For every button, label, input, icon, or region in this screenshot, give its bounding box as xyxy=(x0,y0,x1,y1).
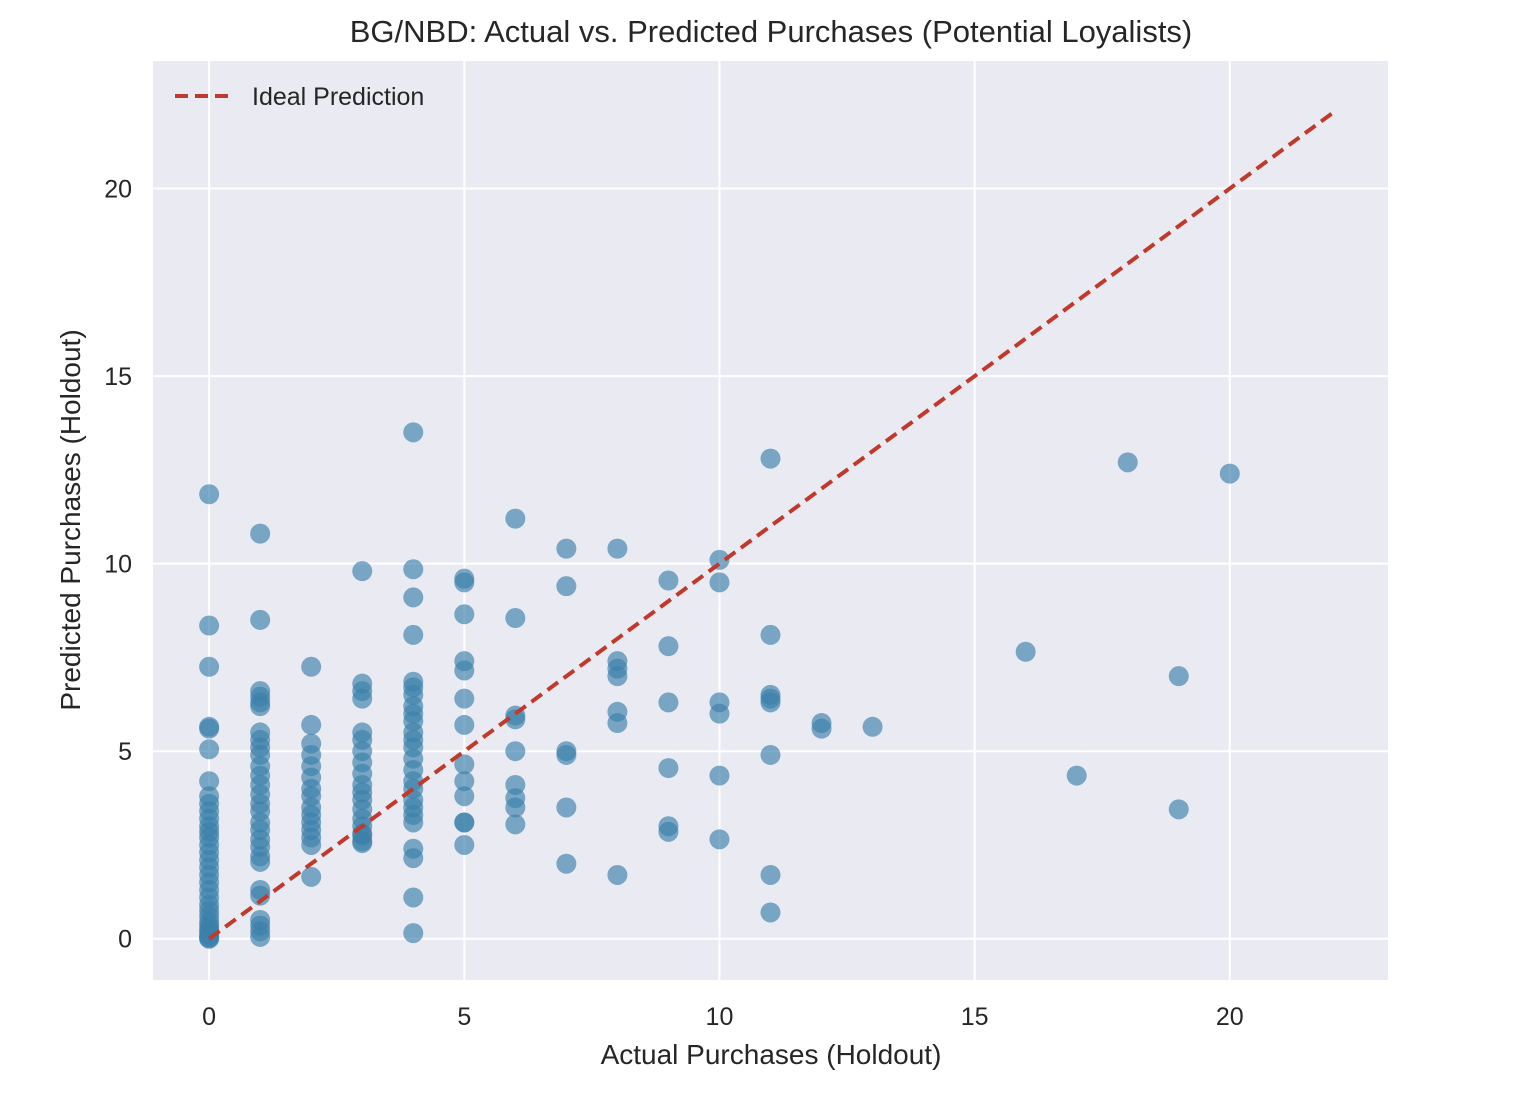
scatter-point xyxy=(454,688,475,709)
scatter-point xyxy=(607,666,628,687)
x-tick-label: 0 xyxy=(202,1003,216,1031)
scatter-point xyxy=(454,834,475,855)
y-axis-label: Predicted Purchases (Holdout) xyxy=(55,329,86,710)
scatter-point xyxy=(760,688,781,709)
scatter-point xyxy=(607,713,628,734)
y-tick-label: 15 xyxy=(104,363,132,391)
scatter-point xyxy=(607,538,628,559)
scatter-point xyxy=(454,660,475,681)
scatter-point xyxy=(250,609,271,630)
y-tick-label: 10 xyxy=(104,551,132,579)
scatter-point xyxy=(301,834,322,855)
scatter-point xyxy=(811,718,832,739)
y-tick-label: 20 xyxy=(104,176,132,204)
scatter-point xyxy=(505,814,526,835)
scatter-point xyxy=(709,703,730,724)
scatter-point xyxy=(454,714,475,735)
x-axis-label: Actual Purchases (Holdout) xyxy=(601,1039,942,1070)
y-tick-label: 0 xyxy=(118,926,132,954)
x-tick-label: 10 xyxy=(706,1003,734,1031)
y-tick-labels: 0 5 10 15 20 xyxy=(104,176,132,954)
scatter-point xyxy=(505,508,526,529)
scatter-point xyxy=(454,771,475,792)
scatter-points xyxy=(199,422,1240,949)
scatter-point xyxy=(760,624,781,645)
scatter-point xyxy=(1015,641,1036,662)
scatter-point xyxy=(454,568,475,589)
scatter-point xyxy=(556,538,577,559)
scatter-point xyxy=(658,758,679,779)
scatter-point xyxy=(505,709,526,730)
chart-title: BG/NBD: Actual vs. Predicted Purchases (… xyxy=(350,14,1193,49)
scatter-point xyxy=(454,786,475,807)
scatter-point xyxy=(403,422,424,443)
scatter-point xyxy=(199,484,220,505)
scatter-point xyxy=(658,636,679,657)
scatter-point xyxy=(403,624,424,645)
x-tick-label: 5 xyxy=(457,1003,471,1031)
scatter-point xyxy=(250,885,271,906)
scatter-point xyxy=(199,718,220,739)
scatter-point xyxy=(658,692,679,713)
scatter-point xyxy=(199,656,220,677)
scatter-point xyxy=(658,570,679,591)
ideal-prediction-line xyxy=(207,111,1334,941)
scatter-point xyxy=(250,851,271,872)
scatter-point xyxy=(1066,765,1087,786)
x-tick-labels: 0 5 10 15 20 xyxy=(202,1003,1244,1031)
scatter-point xyxy=(556,797,577,818)
scatter-point xyxy=(1117,452,1138,473)
scatter-point xyxy=(403,887,424,908)
scatter-point xyxy=(709,829,730,850)
scatter-point xyxy=(199,771,220,792)
scatter-point xyxy=(556,576,577,597)
scatter-point xyxy=(709,765,730,786)
y-tick-label: 5 xyxy=(118,738,132,766)
scatter-point xyxy=(454,604,475,625)
scatter-point xyxy=(1168,799,1189,820)
scatter-point xyxy=(199,739,220,760)
scatter-point xyxy=(250,696,271,717)
scatter-point xyxy=(505,797,526,818)
scatter-point xyxy=(352,688,373,709)
ideal-line-layer xyxy=(207,111,1334,941)
scatter-point xyxy=(556,853,577,874)
scatter-point xyxy=(199,615,220,636)
scatter-point xyxy=(862,716,883,737)
scatter-point xyxy=(454,812,475,833)
scatter-point xyxy=(1219,463,1240,484)
scatter-point xyxy=(709,572,730,593)
scatter-point xyxy=(403,923,424,944)
scatter-point xyxy=(250,523,271,544)
scatter-point xyxy=(658,821,679,842)
scatter-point xyxy=(556,744,577,765)
scatter-point xyxy=(301,866,322,887)
x-tick-label: 15 xyxy=(961,1003,989,1031)
x-tick-label: 20 xyxy=(1216,1003,1244,1031)
legend: Ideal Prediction xyxy=(175,83,424,111)
scatter-point xyxy=(352,561,373,582)
scatter-point xyxy=(505,608,526,629)
scatter-point xyxy=(301,714,322,735)
scatter-point xyxy=(403,812,424,833)
scatter-point xyxy=(607,864,628,885)
scatter-point xyxy=(403,559,424,580)
scatter-point xyxy=(760,448,781,469)
scatter-point xyxy=(250,926,271,947)
scatter-point xyxy=(403,848,424,869)
scatter-point xyxy=(760,902,781,923)
scatter-point xyxy=(760,864,781,885)
legend-label-ideal-prediction: Ideal Prediction xyxy=(252,83,424,111)
scatter-point xyxy=(760,744,781,765)
scatter-point xyxy=(1168,666,1189,687)
scatter-point xyxy=(301,656,322,677)
scatter-point xyxy=(505,741,526,762)
scatter-point xyxy=(403,587,424,608)
scatter-point xyxy=(454,754,475,775)
